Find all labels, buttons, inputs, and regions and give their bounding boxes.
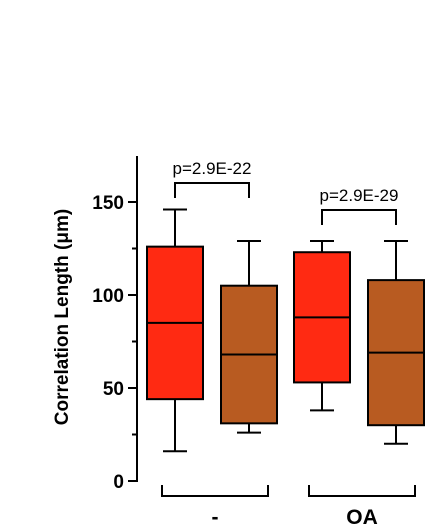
y-tick-label: 50 bbox=[103, 379, 124, 400]
boxes bbox=[146, 208, 425, 453]
y-axis-label: Correlation Length (μm) bbox=[52, 209, 73, 425]
comparison-1: p=2.9E-22 bbox=[173, 159, 252, 198]
comparisons: p=2.9E-22 p=2.9E-29 bbox=[173, 159, 399, 225]
y-tick-label: 0 bbox=[113, 472, 124, 493]
group-bracket bbox=[161, 485, 269, 497]
group-bracket bbox=[308, 485, 416, 497]
significance-bracket bbox=[321, 209, 397, 225]
y-tick-label: 100 bbox=[92, 286, 124, 307]
group-labels: - OA bbox=[161, 485, 416, 529]
p-value-label: p=2.9E-29 bbox=[320, 186, 399, 205]
y-tick-label: 150 bbox=[92, 193, 124, 214]
significance-bracket bbox=[174, 182, 250, 198]
p-value-label: p=2.9E-22 bbox=[173, 159, 252, 178]
box-3 bbox=[293, 240, 351, 412]
group-label: - bbox=[212, 506, 219, 529]
group-2: OA bbox=[308, 485, 416, 529]
axes: 0 50 100 150 bbox=[92, 156, 138, 493]
group-1: - bbox=[161, 485, 269, 529]
comparison-2: p=2.9E-29 bbox=[320, 186, 399, 225]
box-4 bbox=[367, 240, 425, 445]
box-2 bbox=[220, 240, 278, 434]
group-label: OA bbox=[346, 506, 378, 529]
box-1 bbox=[146, 208, 204, 453]
